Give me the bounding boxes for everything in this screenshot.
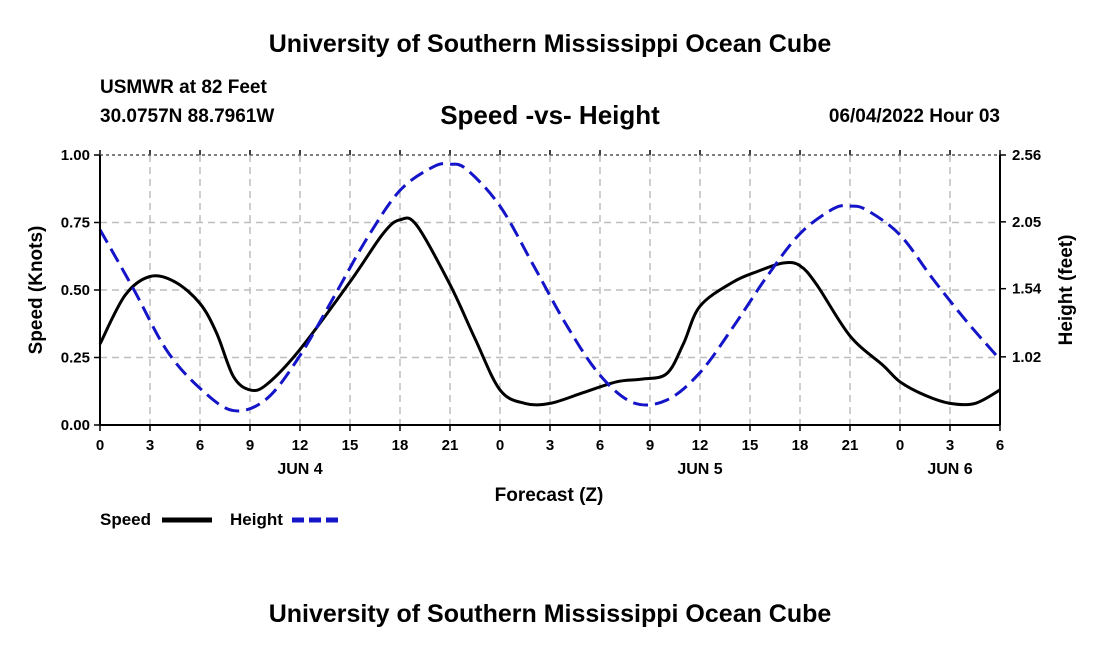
grid-layer [100, 155, 1000, 425]
station-label: USMWR at 82 Feet [100, 77, 267, 98]
date-label: JUN 4 [277, 461, 322, 478]
x-tick-label: 15 [742, 437, 759, 454]
x-tick-label: 12 [292, 437, 309, 454]
y-tick-label: 0.25 [61, 350, 90, 367]
x-tick-label: 15 [342, 437, 359, 454]
x-tick-label: 9 [646, 437, 654, 454]
x-tick-label: 0 [896, 437, 904, 454]
y2-axis-label: Height (feet) [1056, 235, 1077, 346]
x-tick-label: 6 [196, 437, 204, 454]
x-tick-label: 0 [96, 437, 104, 454]
x-tick-label: 9 [246, 437, 254, 454]
y2-tick-label: 1.02 [1012, 349, 1041, 366]
main-title: University of Southern Mississippi Ocean… [268, 30, 832, 58]
y-tick-label: 0.00 [61, 417, 90, 434]
x-tick-label: 18 [392, 437, 409, 454]
x-tick-label: 21 [442, 437, 459, 454]
series-line-speed [98, 216, 1001, 407]
chart-title: Speed -vs- Height [440, 100, 660, 130]
date-label: JUN 5 [677, 461, 722, 478]
x-tick-label: 3 [946, 437, 954, 454]
x-tick-label: 6 [996, 437, 1004, 454]
x-axis-label: Forecast (Z) [495, 485, 604, 506]
x-tick-label: 3 [546, 437, 554, 454]
x-tick-label: 6 [596, 437, 604, 454]
date-label: JUN 6 [927, 461, 972, 478]
x-tick-label: 0 [496, 437, 504, 454]
y2-tick-label: 1.54 [1012, 281, 1042, 298]
y-axis-label: Speed (Knots) [26, 226, 47, 355]
x-tick-label: 18 [792, 437, 809, 454]
y-tick-label: 0.50 [61, 282, 90, 299]
coordinates-label: 30.0757N 88.7961W [100, 106, 275, 127]
y-tick-label: 0.75 [61, 215, 90, 232]
x-tick-label: 12 [692, 437, 709, 454]
x-tick-label: 21 [842, 437, 859, 454]
series-layer [98, 162, 1002, 413]
footer-title: University of Southern Mississippi Ocean… [268, 600, 832, 628]
y2-tick-label: 2.05 [1012, 214, 1041, 231]
forecast-date: 06/04/2022 Hour 03 [828, 106, 1000, 127]
y-tick-label: 1.00 [61, 147, 90, 164]
legend: Speed Height [100, 510, 342, 529]
y2-tick-label: 2.56 [1012, 147, 1041, 164]
legend-speed-label: Speed [100, 510, 151, 529]
legend-height-label: Height [230, 510, 283, 529]
axes-layer [94, 150, 1006, 431]
series-line-height [98, 162, 1002, 413]
x-tick-label: 3 [146, 437, 154, 454]
tick-layer: 0 3 6 9 12 15 18 21 0 3 6 9 12 15 18 21 0 3 6 JUN 4 JUN 5 JUN… [61, 147, 1042, 478]
